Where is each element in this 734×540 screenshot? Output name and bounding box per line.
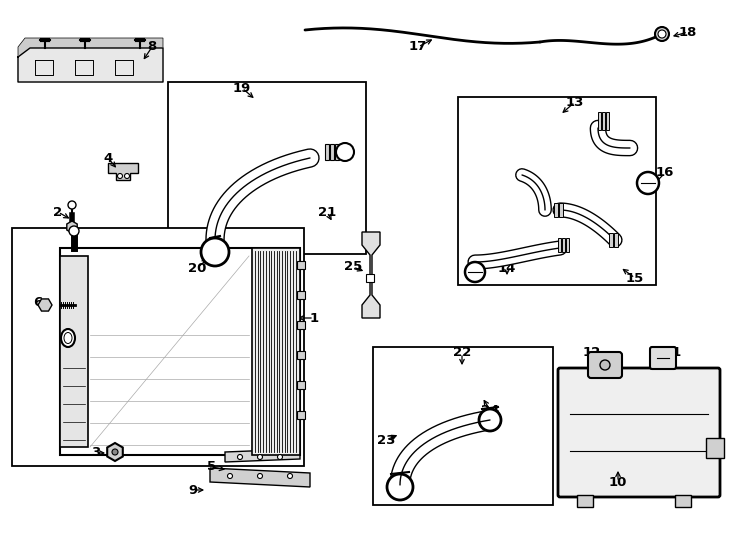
- Text: 17: 17: [409, 40, 427, 53]
- Text: 19: 19: [233, 82, 251, 94]
- Circle shape: [258, 474, 263, 478]
- Text: 3: 3: [91, 447, 101, 460]
- Circle shape: [658, 30, 666, 38]
- Polygon shape: [18, 48, 163, 82]
- FancyBboxPatch shape: [650, 347, 676, 369]
- Text: 21: 21: [318, 206, 336, 219]
- Text: 8: 8: [148, 40, 156, 53]
- Ellipse shape: [64, 333, 72, 343]
- Bar: [12, 228, 304, 466]
- Bar: [297, 291, 305, 299]
- Circle shape: [637, 172, 659, 194]
- Bar: [297, 261, 305, 269]
- Circle shape: [125, 173, 129, 179]
- Bar: [60, 248, 300, 455]
- FancyBboxPatch shape: [588, 352, 622, 378]
- Circle shape: [336, 143, 354, 161]
- Text: 6: 6: [33, 295, 43, 308]
- Bar: [335, 144, 339, 160]
- Text: 9: 9: [189, 483, 197, 496]
- Bar: [297, 381, 305, 389]
- Text: 22: 22: [453, 347, 471, 360]
- Text: 20: 20: [188, 261, 206, 274]
- Bar: [60, 256, 88, 447]
- Text: 11: 11: [664, 346, 682, 359]
- Circle shape: [600, 360, 610, 370]
- Bar: [562, 238, 565, 252]
- Text: 2: 2: [54, 206, 62, 219]
- Ellipse shape: [203, 243, 227, 257]
- Polygon shape: [210, 468, 310, 487]
- Bar: [675, 495, 691, 507]
- Circle shape: [655, 27, 669, 41]
- Circle shape: [201, 238, 229, 266]
- Text: 16: 16: [655, 166, 675, 179]
- Polygon shape: [18, 38, 163, 57]
- Bar: [458, 97, 656, 285]
- Bar: [602, 112, 605, 130]
- Circle shape: [228, 474, 233, 478]
- Bar: [325, 144, 329, 160]
- FancyBboxPatch shape: [558, 368, 720, 497]
- Polygon shape: [225, 449, 300, 462]
- Text: 13: 13: [566, 96, 584, 109]
- Circle shape: [288, 474, 293, 478]
- Ellipse shape: [61, 329, 75, 347]
- Polygon shape: [108, 163, 138, 180]
- Bar: [566, 238, 569, 252]
- Text: 18: 18: [679, 25, 697, 38]
- Bar: [609, 233, 613, 247]
- Bar: [168, 82, 366, 254]
- Text: 15: 15: [626, 272, 644, 285]
- Circle shape: [117, 173, 123, 179]
- Polygon shape: [38, 299, 52, 311]
- Text: 7: 7: [60, 339, 70, 352]
- Polygon shape: [67, 221, 77, 233]
- Bar: [297, 351, 305, 359]
- Circle shape: [69, 226, 79, 236]
- Circle shape: [68, 201, 76, 209]
- Text: 12: 12: [583, 346, 601, 359]
- Text: 25: 25: [344, 260, 362, 273]
- Circle shape: [465, 262, 485, 282]
- Bar: [330, 144, 334, 160]
- Circle shape: [258, 455, 263, 460]
- Bar: [297, 411, 305, 419]
- Bar: [297, 321, 305, 329]
- Circle shape: [238, 455, 242, 460]
- Text: 10: 10: [608, 476, 627, 489]
- Text: 1: 1: [310, 312, 319, 325]
- Bar: [606, 112, 609, 130]
- Bar: [559, 203, 563, 217]
- Bar: [558, 238, 561, 252]
- Circle shape: [112, 449, 118, 455]
- Bar: [577, 495, 593, 507]
- Bar: [554, 203, 558, 217]
- Bar: [366, 274, 374, 282]
- Text: 23: 23: [377, 434, 395, 447]
- Text: 4: 4: [103, 152, 112, 165]
- Bar: [706, 437, 724, 457]
- Bar: [252, 248, 300, 455]
- Bar: [598, 112, 601, 130]
- Polygon shape: [362, 232, 380, 318]
- Circle shape: [387, 474, 413, 500]
- Polygon shape: [107, 443, 123, 461]
- Text: 24: 24: [481, 403, 499, 416]
- Text: 5: 5: [208, 461, 217, 474]
- Bar: [373, 347, 553, 505]
- Text: 14: 14: [498, 261, 516, 274]
- Circle shape: [277, 455, 283, 460]
- Circle shape: [479, 409, 501, 431]
- Bar: [614, 233, 618, 247]
